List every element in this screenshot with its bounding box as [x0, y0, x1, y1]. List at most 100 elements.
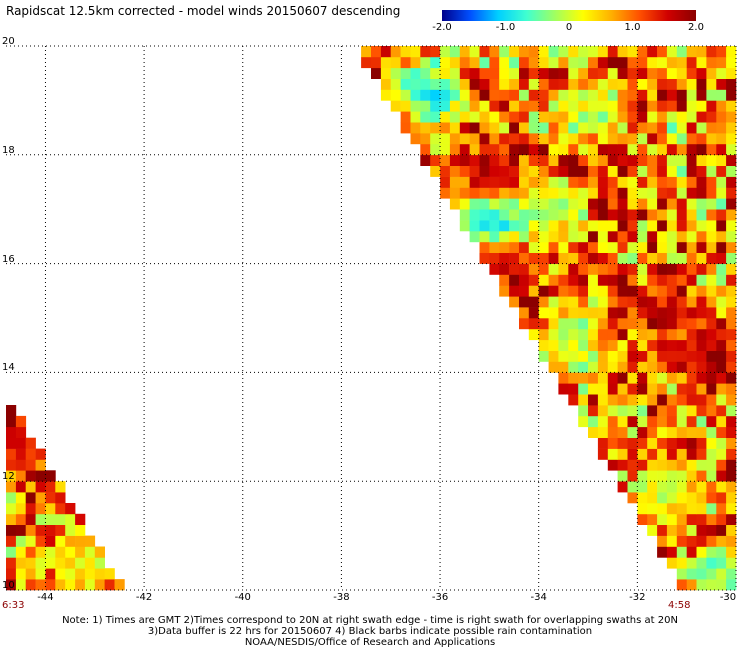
heatmap-cell — [607, 448, 618, 460]
heatmap-cell — [588, 372, 599, 384]
heatmap-cell — [499, 46, 510, 58]
heatmap-cell — [469, 89, 480, 101]
heatmap-cell — [716, 568, 727, 580]
heatmap-cell — [6, 426, 17, 438]
heatmap-cell — [528, 100, 539, 112]
heatmap-cell — [578, 415, 589, 428]
heatmap-cell — [548, 198, 559, 210]
heatmap-cell — [696, 241, 707, 253]
heatmap-cell — [666, 503, 678, 515]
heatmap-cell — [647, 122, 658, 134]
heatmap-cell — [588, 328, 599, 341]
heatmap-cell — [380, 78, 392, 90]
heatmap-cell — [686, 350, 697, 362]
heatmap-cell — [588, 143, 599, 156]
heatmap-cell — [568, 285, 579, 297]
heatmap-cell — [716, 154, 727, 166]
heatmap-cell — [449, 89, 461, 101]
heatmap-cell — [607, 415, 618, 428]
heatmap-cell — [578, 263, 589, 275]
heatmap-cell — [647, 285, 658, 297]
heatmap-cell — [568, 143, 579, 156]
heatmap-cell — [25, 524, 36, 536]
heatmap-cell — [509, 220, 520, 232]
heatmap-cell — [666, 546, 678, 558]
heatmap-cell — [617, 426, 628, 438]
heatmap-cell — [548, 89, 559, 101]
heatmap-cell — [538, 198, 549, 210]
heatmap-cell — [6, 470, 17, 482]
heatmap-cell — [538, 318, 549, 330]
heatmap-cell — [15, 415, 27, 428]
heatmap-cell — [706, 546, 717, 558]
heatmap-cell — [647, 263, 658, 275]
heatmap-cell — [538, 133, 549, 145]
heatmap-cell — [588, 361, 599, 373]
heatmap-cell — [588, 198, 599, 210]
heatmap-cell — [449, 154, 461, 166]
heatmap-cell — [558, 176, 569, 188]
heatmap-cell — [469, 165, 480, 177]
heatmap-cell — [726, 56, 737, 69]
heatmap-cell — [657, 394, 668, 406]
heatmap-cell — [25, 503, 36, 515]
heatmap-cell — [617, 252, 628, 264]
heatmap-cell — [657, 459, 668, 471]
heatmap-cell — [627, 154, 638, 166]
heatmap-cell — [469, 67, 480, 79]
heatmap-cell — [114, 579, 125, 591]
heatmap-cell — [647, 133, 658, 145]
heatmap-cell — [666, 67, 678, 79]
heatmap-cell — [607, 198, 618, 210]
heatmap-cell — [548, 100, 559, 112]
heatmap-cell — [716, 328, 727, 341]
heatmap-cell — [588, 394, 599, 406]
heatmap-cell — [617, 481, 628, 493]
heatmap-cell — [647, 448, 658, 460]
heatmap-cell — [657, 122, 668, 134]
footnote: Note: 1) Times are GMT 2)Times correspon… — [0, 615, 740, 648]
heatmap-cell — [706, 557, 717, 569]
x-tick-label: -44 — [37, 592, 54, 603]
heatmap-cell — [637, 143, 648, 156]
heatmap-cell — [35, 524, 46, 536]
heatmap-cell — [716, 198, 727, 210]
heatmap-cell — [666, 209, 678, 221]
heatmap-cell — [647, 67, 658, 79]
colorbar-tick-label: 0 — [565, 22, 573, 33]
heatmap-cell — [597, 252, 609, 264]
heatmap-cell — [479, 252, 490, 264]
heatmap-cell — [686, 154, 697, 166]
heatmap-cell — [449, 78, 461, 90]
heatmap-cell — [597, 296, 609, 308]
x-tick-label: -40 — [234, 592, 251, 603]
heatmap-cell — [706, 46, 717, 58]
heatmap-cell — [637, 198, 648, 210]
heatmap-cell — [548, 350, 559, 362]
heatmap-cell — [676, 285, 687, 297]
heatmap-cell — [686, 426, 697, 438]
heatmap-cell — [420, 46, 431, 58]
heatmap-cell — [706, 143, 717, 156]
heatmap-cell — [499, 133, 510, 145]
heatmap-cell — [706, 328, 717, 341]
heatmap-cell — [35, 470, 46, 482]
heatmap-cell — [65, 579, 76, 591]
swath-east — [361, 46, 737, 591]
heatmap-cell — [509, 252, 520, 264]
heatmap-cell — [410, 67, 421, 79]
heatmap-cell — [716, 187, 727, 199]
heatmap-cell — [647, 89, 658, 101]
heatmap-cell — [607, 165, 618, 177]
heatmap-cell — [627, 263, 638, 275]
heatmap-cell — [726, 383, 737, 395]
heatmap-cell — [25, 448, 36, 460]
heatmap-cell — [657, 481, 668, 493]
heatmap-cell — [528, 252, 539, 264]
heatmap-cell — [666, 394, 678, 406]
heatmap-cell — [65, 546, 76, 558]
heatmap-cell — [617, 328, 628, 341]
heatmap-cell — [25, 470, 36, 482]
heatmap-cell — [568, 241, 579, 253]
heatmap-cell — [588, 220, 599, 232]
